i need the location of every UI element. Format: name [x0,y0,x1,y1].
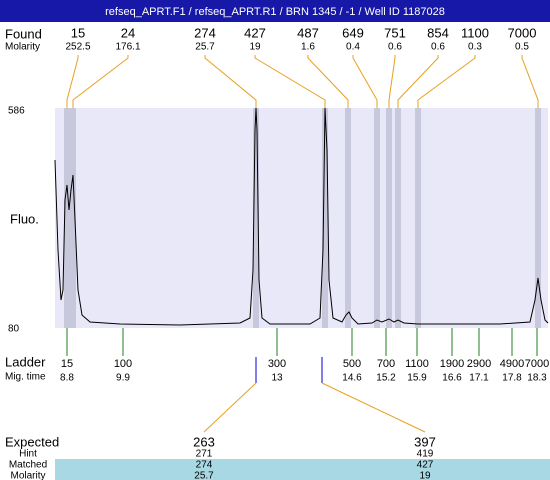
found-size: 274 [194,25,216,40]
ladder-size: 4900 [500,358,524,370]
expected-value: 274 [196,460,213,471]
found-molarity: 0.6 [388,42,402,53]
peak-band [374,108,380,328]
matched-row-bg [55,459,550,480]
ladder-size: 15 [61,358,73,370]
peak-connector [397,55,439,108]
y-axis-label: Fluo. [10,211,39,226]
expected-row-label: Molarity [10,471,45,480]
expected-value: 427 [417,460,434,471]
found-molarity: 25.7 [195,42,215,53]
found-size: 427 [244,25,266,40]
expected-row-label: Expected [5,434,59,449]
ladder-size: 7000 [525,358,549,370]
ladder-mig-time: 15.9 [407,373,427,384]
ladder-mig-time: 17.1 [469,373,489,384]
molarity-label: Molarity [5,42,40,53]
found-size: 751 [384,25,406,40]
ladder-mig-time: 16.6 [442,373,462,384]
expected-value: 19 [419,471,431,480]
peak-band [415,108,421,328]
found-size: 1100 [461,25,489,40]
connector [203,382,257,433]
found-label: Found [5,26,42,41]
found-molarity: 252.5 [65,42,90,53]
peak-band [386,108,392,328]
expected-value: 263 [193,434,215,449]
found-size: 854 [427,25,449,40]
peak-connector [417,55,476,108]
found-size: 649 [342,25,364,40]
peak-connector [66,55,79,108]
ladder-size: 500 [343,358,361,370]
ladder-mig-time: 8.8 [60,373,74,384]
expected-value: 419 [417,449,434,460]
peak-connector [72,55,129,108]
expected-row-label: Matched [9,460,47,471]
peak-band [64,108,70,328]
found-size: 7000 [508,25,537,40]
peak-connector [352,55,378,108]
found-molarity: 19 [249,42,261,53]
expected-value: 271 [196,449,213,460]
peak-band [395,108,401,328]
ladder-mig-time: 15.2 [376,373,396,384]
ladder-label: Ladder [5,354,46,369]
ladder-mig-time: 9.9 [116,373,130,384]
expected-value: 25.7 [194,471,214,480]
title: refseq_APRT.F1 / refseq_APRT.R1 / BRN 13… [105,6,445,18]
ladder-size: 1900 [440,358,464,370]
peak-band [70,108,76,328]
title-bar [0,0,550,22]
found-molarity: 0.6 [431,42,445,53]
peak-connector [307,55,349,108]
y-min-label: 80 [8,324,20,335]
peak-connector [254,55,326,108]
trace [54,107,549,326]
ladder-size: 300 [268,358,286,370]
plot-area [55,108,548,328]
expected-value: 397 [414,434,436,449]
peak-band [253,108,259,328]
found-molarity: 176.1 [115,42,140,53]
peak-band [345,108,351,328]
y-max-label: 586 [8,106,25,117]
ladder-mig-time: 14.6 [342,373,362,384]
ladder-size: 700 [377,358,395,370]
connector [321,382,426,433]
found-size: 487 [297,25,319,40]
found-molarity: 0.5 [515,42,529,53]
found-size: 15 [71,25,85,40]
peak-connector [204,55,257,108]
peak-band [535,108,541,328]
found-molarity: 0.4 [346,42,360,53]
peak-band [322,108,328,328]
peak-connector [521,55,539,108]
found-size: 24 [121,25,135,40]
found-molarity: 1.6 [301,42,315,53]
ladder-mig-time: 18.3 [527,373,547,384]
ladder-size: 100 [114,358,132,370]
ladder-mig-time: 13 [271,373,283,384]
peak-connector [388,55,396,108]
mig-time-label: Mig. time [5,372,46,383]
expected-row-label: Hint [19,449,37,460]
ladder-size: 1100 [405,358,429,370]
ladder-size: 2900 [467,358,491,370]
found-molarity: 0.3 [468,42,482,53]
ladder-mig-time: 17.8 [502,373,522,384]
